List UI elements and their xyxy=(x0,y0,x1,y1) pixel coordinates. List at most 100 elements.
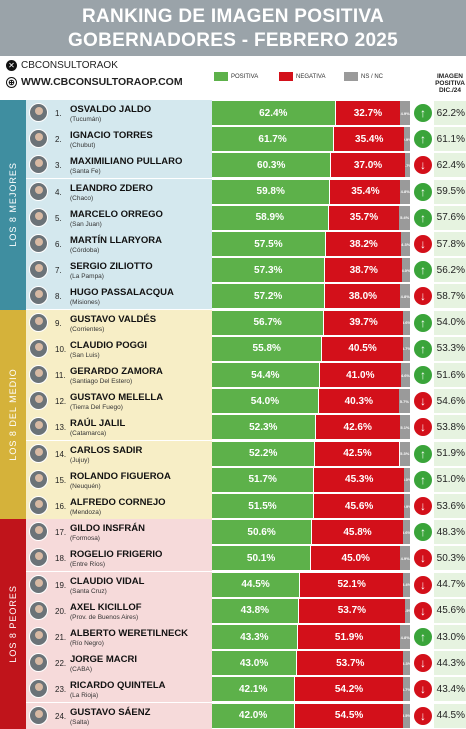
rank-number: 20. xyxy=(55,606,67,616)
arrow-up-icon: ↑ xyxy=(414,261,432,280)
avatar xyxy=(29,286,48,306)
stacked-bar: 57.5% 38.2% 4.3% xyxy=(212,232,410,256)
stacked-bar: 44.5%52.1%3.4% xyxy=(212,572,410,597)
bar-positive: 54.4% xyxy=(212,363,320,387)
governor-name: JORGE MACRI xyxy=(70,654,138,666)
bar-negative: 54.2% xyxy=(295,677,403,702)
bar-positive: 42.1% xyxy=(212,677,296,702)
table-row: 18. ROGELIO FRIGERIO (Entre Ríos) 50.1% 45.0… xyxy=(26,545,466,572)
arrow-down-icon: ↓ xyxy=(414,287,432,306)
stacked-bar: 59.8% 35.4% 4.8% xyxy=(212,179,410,204)
province-label: (San Luis) xyxy=(70,351,100,359)
bar-negative: 42.6% xyxy=(315,415,400,440)
previous-value: 44.3% xyxy=(434,651,466,676)
bar-negative: 54.5% xyxy=(295,703,404,728)
table-row: 23. RICARDO QUINTELA (La Rioja) 42.1% 54.2% 3… xyxy=(26,676,466,703)
bar-negative: 38.2% xyxy=(325,232,402,256)
group-band: LOS 8 DEL MEDIO xyxy=(0,309,26,520)
row-background xyxy=(26,440,212,467)
website-link[interactable]: ⊕ WWW.CBCONSULTORAOP.COM xyxy=(6,76,183,88)
governor-name: ALBERTO WERETILNECK xyxy=(70,628,189,639)
rank-number: 14. xyxy=(55,449,67,459)
bar-ns: 3.7% xyxy=(402,677,410,702)
bar-negative: 40.3% xyxy=(318,389,399,414)
stacked-bar: 56.7%39.7%3.6% xyxy=(212,310,410,335)
row-background xyxy=(26,257,212,284)
avatar xyxy=(29,103,48,122)
bar-ns: 2.5% xyxy=(405,598,410,623)
previous-value: 57.6% xyxy=(434,205,466,230)
province-label: (Formosa) xyxy=(70,535,100,543)
rank-number: 21. xyxy=(55,633,67,642)
bar-negative: 51.9% xyxy=(297,625,401,649)
legend-swatch-negative xyxy=(279,72,293,81)
previous-value: 43.4% xyxy=(434,677,466,702)
social-handle[interactable]: ✕ CBCONSULTORAOK xyxy=(6,60,118,71)
province-label: (San Juan) xyxy=(70,220,102,228)
row-background xyxy=(26,335,212,362)
avatar xyxy=(29,338,48,358)
arrow-down-icon: ↓ xyxy=(414,706,432,725)
governor-name: RAÚL JALIL xyxy=(70,418,126,430)
legend-item-ns: NS / NC xyxy=(344,72,383,81)
province-label: (Entre Ríos) xyxy=(70,561,106,569)
previous-value: 58.7% xyxy=(434,284,466,309)
rank-number: 2. xyxy=(55,135,62,145)
row-background xyxy=(26,650,212,677)
bar-negative: 38.0% xyxy=(325,284,401,309)
stacked-bar: 52.2% 42.5% 5.3% xyxy=(212,441,410,466)
row-background xyxy=(26,466,212,493)
avatar xyxy=(29,443,48,463)
rank-number: 12. xyxy=(55,397,67,407)
previous-value: 53.3% xyxy=(434,336,466,361)
avatar xyxy=(29,600,48,620)
arrow-down-icon: ↓ xyxy=(414,680,432,699)
province-label: (Río Negro) xyxy=(70,640,104,647)
row-background xyxy=(26,519,212,546)
previous-value: 56.2% xyxy=(434,258,466,283)
previous-value: 45.6% xyxy=(434,598,466,623)
stacked-bar: 43.0%53.7%3.3% xyxy=(212,651,410,676)
bar-ns: 3.6% xyxy=(402,520,410,545)
governor-name: GERARDO ZAMORA xyxy=(70,366,163,377)
rank-number: 16. xyxy=(55,502,67,511)
table-row: 24.GUSTAVO SÁENZ(Salta)42.0%54.5%3.5%↓44… xyxy=(26,702,466,729)
governor-name: MARCELO ORREGO xyxy=(70,208,163,220)
stacked-bar: 54.4% 41.0% 4.6% xyxy=(212,363,410,387)
table-row: 13. RAÚL JALIL (Catamarca) 52.3% 42.6% 5.1% ↓ 5… xyxy=(26,414,466,441)
stacked-bar: 60.3%37.0%2.7% xyxy=(212,153,410,178)
stacked-bar: 43.8%53.7%2.5% xyxy=(212,598,410,623)
province-label: (Chaco) xyxy=(70,194,94,202)
bar-negative: 32.7% xyxy=(335,101,401,125)
table-row: 4. LEANDRO ZDERO (Chaco) 59.8% 35.4% 4.8% ↑ 59.… xyxy=(26,178,466,205)
legend-item-positive: POSITIVA xyxy=(214,72,269,81)
table-row: 6. MARTÍN LLARYORA (Córdoba) 57.5% 38.2% 4.3%… xyxy=(26,231,466,257)
table-row: 14. CARLOS SADIR (Jujuy) 52.2% 42.5% 5.3% ↑ 51.… xyxy=(26,440,466,467)
bar-positive: 54.0% xyxy=(212,389,319,414)
stacked-bar: 51.5%45.6%2.9% xyxy=(212,494,410,518)
table-row: 8. HUGO PASSALACQUA (Misiones) 57.2% 38.0% 4.… xyxy=(26,283,466,310)
bar-positive: 52.2% xyxy=(212,441,316,466)
table-row: 7. SERGIO ZILIOTTO (La Pampa) 57.3% 38.7% 4.0… xyxy=(26,257,466,284)
row-background xyxy=(26,545,212,572)
bar-negative: 45.3% xyxy=(314,467,405,492)
bar-positive: 44.5% xyxy=(212,572,301,597)
province-label: (Catamarca) xyxy=(70,430,107,438)
previous-value: 62.4% xyxy=(434,153,466,178)
bar-positive: 59.8% xyxy=(212,179,331,204)
governor-name: GUSTAVO MELELLA xyxy=(70,392,164,404)
avatar xyxy=(29,207,48,227)
bar-positive: 43.3% xyxy=(212,625,298,649)
governor-name: ALFREDO CORNEJO xyxy=(70,497,166,508)
row-background xyxy=(26,702,212,729)
stacked-bar: 52.3% 42.6% 5.1% xyxy=(212,415,410,440)
bar-ns: 2.9% xyxy=(404,127,410,152)
rank-number: 11. xyxy=(55,371,66,380)
arrow-down-icon: ↓ xyxy=(414,156,432,175)
bar-positive: 57.3% xyxy=(212,258,326,283)
arrow-up-icon: ↑ xyxy=(414,628,432,646)
previous-value: 44.7% xyxy=(434,572,466,597)
globe-icon: ⊕ xyxy=(6,76,17,88)
row-background xyxy=(26,362,212,388)
governor-name: OSVALDO JALDO xyxy=(70,104,152,115)
